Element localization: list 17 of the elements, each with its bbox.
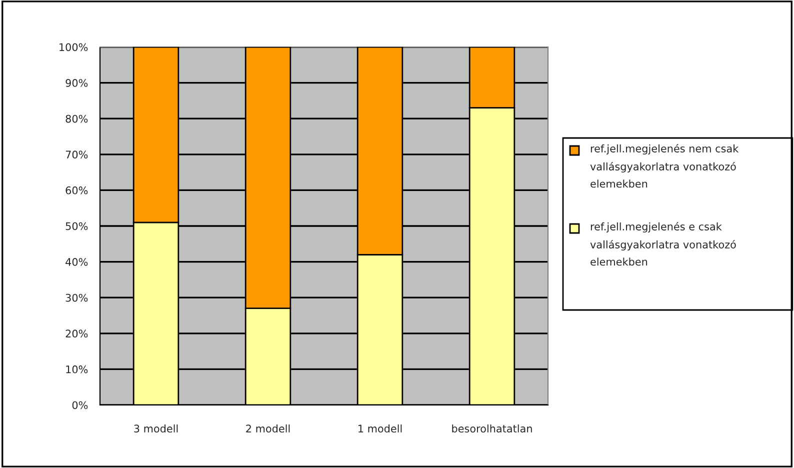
y-tick-label: 30% bbox=[66, 294, 88, 302]
y-tick-label: 40% bbox=[66, 258, 88, 266]
y-tick-label: 80% bbox=[66, 114, 88, 123]
y-tick-label: 90% bbox=[66, 79, 88, 87]
y-tick-label: 10% bbox=[66, 365, 88, 374]
y-tick-label: 100% bbox=[60, 43, 88, 52]
x-tick-label: 3 modell bbox=[134, 424, 178, 433]
legend-label: ref.jell.megjelenés nem csak vallásgyakorlatra vonatkozó elemekben bbox=[590, 144, 739, 188]
x-tick-label: 1 modell bbox=[358, 424, 402, 433]
y-tick-label: 70% bbox=[66, 150, 88, 159]
y-tick-label: 20% bbox=[66, 330, 88, 338]
x-tick-label: besorolhatatlan bbox=[452, 424, 532, 433]
y-tick-label: 0% bbox=[72, 401, 88, 410]
y-tick-label: 60% bbox=[66, 186, 88, 194]
legend-label: ref.jell.megjelenés e csak vallásgyakorlatra vonatkozó elemekben bbox=[590, 222, 736, 266]
x-tick-label: 2 modell bbox=[246, 424, 290, 433]
y-tick-label: 50% bbox=[66, 222, 88, 230]
